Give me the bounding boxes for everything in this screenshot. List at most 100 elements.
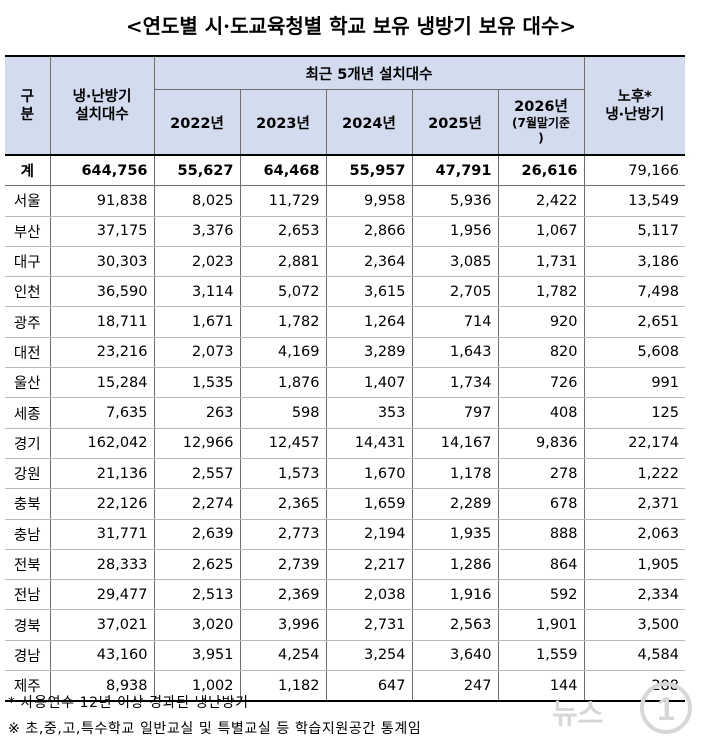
cell-2024: 2,364 xyxy=(326,246,412,276)
cell-2025: 1,935 xyxy=(412,519,498,549)
cell-2022: 2,513 xyxy=(154,580,240,610)
cell-region: 충북 xyxy=(5,489,50,519)
cell-2026: 408 xyxy=(498,398,584,428)
table-row: 충남 31,771 2,639 2,773 2,194 1,935 888 2,063 xyxy=(5,519,685,549)
cell-2025: 1,916 xyxy=(412,580,498,610)
cell-2022: 2,274 xyxy=(154,489,240,519)
cell-region: 대구 xyxy=(5,246,50,276)
cell-region: 세종 xyxy=(5,398,50,428)
table-row: 경북 37,021 3,020 3,996 2,731 2,563 1,901 3,500 xyxy=(5,610,685,640)
cell-2022: 55,627 xyxy=(154,155,240,186)
cell-2022: 1,671 xyxy=(154,307,240,337)
cell-2022: 2,557 xyxy=(154,458,240,488)
cell-installed: 36,590 xyxy=(50,277,154,307)
cell-2022: 263 xyxy=(154,398,240,428)
cell-2023: 1,876 xyxy=(240,368,326,398)
cell-aged: 22,174 xyxy=(584,428,685,458)
cell-2025: 2,289 xyxy=(412,489,498,519)
cell-region: 울산 xyxy=(5,368,50,398)
cell-2022: 1,535 xyxy=(154,368,240,398)
cell-2023: 1,573 xyxy=(240,458,326,488)
cell-aged: 4,584 xyxy=(584,640,685,670)
cell-2025: 3,640 xyxy=(412,640,498,670)
cell-installed: 43,160 xyxy=(50,640,154,670)
cell-installed: 37,175 xyxy=(50,216,154,246)
cell-installed: 31,771 xyxy=(50,519,154,549)
cell-aged: 2,651 xyxy=(584,307,685,337)
cell-2022: 3,951 xyxy=(154,640,240,670)
table-row: 울산 15,284 1,535 1,876 1,407 1,734 726 991 xyxy=(5,368,685,398)
cell-aged: 3,186 xyxy=(584,246,685,276)
cell-2024: 3,289 xyxy=(326,337,412,367)
cell-region: 인천 xyxy=(5,277,50,307)
cell-region: 광주 xyxy=(5,307,50,337)
cell-2023: 2,881 xyxy=(240,246,326,276)
cell-region: 경북 xyxy=(5,610,50,640)
table-title: <연도별 시·도교육청별 학교 보유 냉방기 보유 대수> xyxy=(0,10,702,39)
cell-aged: 79,166 xyxy=(584,155,685,186)
cell-region: 경기 xyxy=(5,428,50,458)
cell-2023: 2,369 xyxy=(240,580,326,610)
cell-2022: 3,376 xyxy=(154,216,240,246)
header-year-2023: 2023년 xyxy=(240,90,326,156)
cell-2023: 5,072 xyxy=(240,277,326,307)
cell-2023: 2,365 xyxy=(240,489,326,519)
cell-region: 부산 xyxy=(5,216,50,246)
cell-installed: 91,838 xyxy=(50,186,154,216)
table-body: 계 644,756 55,627 64,468 55,957 47,791 26,616 79… xyxy=(5,155,685,701)
cell-aged: 3,500 xyxy=(584,610,685,640)
cell-aged: 2,063 xyxy=(584,519,685,549)
cell-aged: 2,334 xyxy=(584,580,685,610)
cell-2024: 1,659 xyxy=(326,489,412,519)
cell-aged: 2,371 xyxy=(584,489,685,519)
cell-2026: 278 xyxy=(498,458,584,488)
header-aged: 노후* 냉·난방기 xyxy=(584,56,685,155)
header-aged-label: 노후* 냉·난방기 xyxy=(605,88,664,124)
cell-2022: 12,966 xyxy=(154,428,240,458)
cell-2023: 64,468 xyxy=(240,155,326,186)
cell-aged: 7,498 xyxy=(584,277,685,307)
cell-2026: 864 xyxy=(498,549,584,579)
footnotes: * 사용연수 12년 이상 경과된 냉난방기 ※ 초,중,고,특수학교 일반교실… xyxy=(8,690,421,742)
header-year-2026-label: 2026년 xyxy=(499,98,584,116)
cell-2022: 3,114 xyxy=(154,277,240,307)
header-year-2026: 2026년 (7월말기준) xyxy=(498,90,584,156)
cell-2024: 14,431 xyxy=(326,428,412,458)
cell-installed: 7,635 xyxy=(50,398,154,428)
cell-2025: 1,178 xyxy=(412,458,498,488)
header-year-2026-note: (7월말기준) xyxy=(499,116,584,146)
table-row-total: 계 644,756 55,627 64,468 55,957 47,791 26,616 79… xyxy=(5,155,685,186)
cell-2025: 47,791 xyxy=(412,155,498,186)
cell-2025: 714 xyxy=(412,307,498,337)
footnote-aged: * 사용연수 12년 이상 경과된 냉난방기 xyxy=(8,690,421,716)
header-year-2025: 2025년 xyxy=(412,90,498,156)
table-row: 전남 29,477 2,513 2,369 2,038 1,916 592 2,334 xyxy=(5,580,685,610)
cell-aged: 991 xyxy=(584,368,685,398)
cell-2024: 1,670 xyxy=(326,458,412,488)
table-row: 광주 18,711 1,671 1,782 1,264 714 920 2,651 xyxy=(5,307,685,337)
cell-2026: 592 xyxy=(498,580,584,610)
cell-2026: 820 xyxy=(498,337,584,367)
cell-2022: 8,025 xyxy=(154,186,240,216)
header-recent: 최근 5개년 설치대수 xyxy=(154,56,584,90)
cell-2024: 55,957 xyxy=(326,155,412,186)
table-row: 강원 21,136 2,557 1,573 1,670 1,178 278 1,222 xyxy=(5,458,685,488)
table-row: 전북 28,333 2,625 2,739 2,217 1,286 864 1,905 xyxy=(5,549,685,579)
cell-aged: 13,549 xyxy=(584,186,685,216)
cell-2023: 4,254 xyxy=(240,640,326,670)
cell-installed: 18,711 xyxy=(50,307,154,337)
cell-2023: 1,782 xyxy=(240,307,326,337)
cell-2026: 1,067 xyxy=(498,216,584,246)
cell-installed: 22,126 xyxy=(50,489,154,519)
cell-2023: 598 xyxy=(240,398,326,428)
table-row: 대전 23,216 2,073 4,169 3,289 1,643 820 5,608 xyxy=(5,337,685,367)
cell-aged: 125 xyxy=(584,398,685,428)
cell-2024: 3,615 xyxy=(326,277,412,307)
cell-2025: 1,956 xyxy=(412,216,498,246)
cell-2025: 1,643 xyxy=(412,337,498,367)
header-installed-label: 냉·난방기 설치대수 xyxy=(73,88,132,124)
cell-2024: 2,217 xyxy=(326,549,412,579)
cell-2026: 1,731 xyxy=(498,246,584,276)
cell-2024: 1,407 xyxy=(326,368,412,398)
